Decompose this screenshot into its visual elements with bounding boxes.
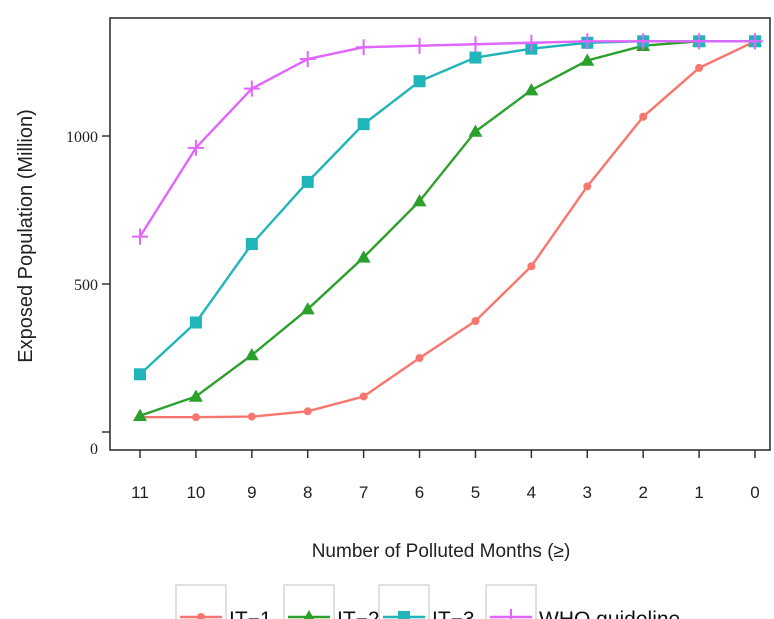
x-tick-label: 8 (303, 483, 312, 502)
data-point (359, 392, 368, 401)
legend-label: IT−1 (229, 608, 272, 619)
data-point (245, 238, 258, 251)
data-point (189, 316, 202, 329)
legend-label: IT−3 (432, 608, 475, 619)
data-point (524, 83, 539, 96)
plot-area (109, 17, 771, 451)
data-point (132, 228, 148, 245)
data-point (133, 408, 147, 421)
data-point (415, 354, 424, 362)
legend-item: WHO guideline (485, 584, 680, 619)
series-2 (134, 35, 761, 381)
data-point (188, 389, 203, 402)
data-point (355, 39, 372, 56)
legend-item: IT−1 (175, 584, 272, 619)
data-point (635, 33, 652, 50)
data-point (527, 262, 536, 271)
data-point (357, 118, 370, 131)
data-point (695, 63, 704, 72)
legend: IT−1 IT−2 IT−3 WHO guideline (175, 584, 680, 619)
data-point (471, 317, 480, 325)
data-point (191, 413, 200, 422)
series-line (139, 40, 755, 417)
series-line (138, 40, 755, 238)
legend-key-marker (197, 613, 205, 619)
data-point (639, 112, 648, 121)
series-line (140, 40, 756, 419)
data-point (301, 175, 314, 188)
data-point (303, 407, 312, 416)
data-point (299, 51, 316, 68)
legend-key-marker (503, 609, 519, 619)
series-3 (132, 33, 763, 245)
x-tick-label: 1 (694, 483, 703, 502)
x-tick-label: 2 (638, 483, 647, 502)
data-point (412, 194, 427, 207)
series-0 (136, 37, 759, 422)
x-axis-title: Number of Polluted Months (≥) (312, 541, 571, 562)
data-point (300, 302, 315, 315)
data-point (247, 412, 256, 421)
legend-item: IT−3 (378, 584, 475, 619)
x-axis: 11 10 9 8 7 6 5 4 3 2 1 0 (131, 450, 760, 502)
data-point (579, 33, 596, 50)
legend-label: IT−2 (337, 608, 380, 619)
y-tick-label: 1000 (66, 129, 98, 146)
data-point (469, 51, 482, 64)
x-tick-label: 6 (415, 483, 424, 502)
x-tick-label: 10 (186, 483, 205, 502)
x-tick-label: 11 (131, 483, 149, 502)
data-point (243, 80, 260, 97)
x-tick-label: 7 (359, 483, 368, 502)
y-axis-title: Exposed Population (Million) (15, 109, 37, 362)
legend-key-marker (398, 611, 410, 619)
data-point (467, 36, 484, 53)
series-layer (132, 33, 763, 422)
x-tick-label: 3 (583, 483, 592, 502)
legend-label: WHO guideline (539, 608, 680, 619)
y-axis: 0 500 1000 (66, 129, 110, 458)
data-point (580, 53, 595, 66)
data-point (583, 182, 592, 191)
data-point (747, 33, 763, 50)
series-line (139, 40, 755, 376)
series-1 (133, 34, 762, 421)
x-tick-label: 9 (247, 483, 256, 502)
data-point (413, 75, 426, 88)
legend-key-marker (303, 610, 315, 619)
y-tick-label: 0 (90, 441, 98, 458)
data-point (691, 33, 708, 50)
plot-frame (109, 17, 771, 451)
y-tick-label: 500 (74, 277, 98, 294)
x-tick-label: 4 (527, 483, 536, 502)
data-point (356, 250, 371, 263)
legend-item: IT−2 (283, 584, 380, 619)
data-point (187, 139, 204, 156)
data-point (523, 34, 540, 51)
x-tick-label: 0 (750, 483, 759, 502)
data-point (411, 37, 428, 54)
data-point (134, 368, 146, 381)
data-point (244, 348, 259, 361)
data-point (468, 124, 483, 137)
x-tick-label: 5 (471, 483, 480, 502)
